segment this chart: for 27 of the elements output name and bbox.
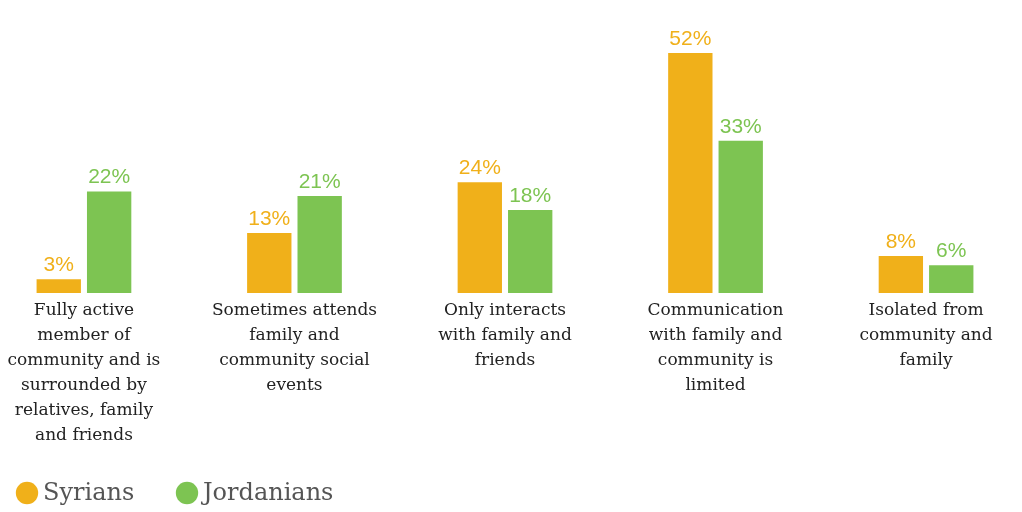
data-label: 52% <box>669 26 712 49</box>
data-label: 8% <box>885 229 917 253</box>
bar <box>36 279 81 293</box>
legend-label: Syrians <box>43 478 135 506</box>
x-tick-label: Only interacts with family and friends <box>438 298 572 369</box>
bar <box>247 233 292 293</box>
bar <box>86 191 132 293</box>
bar <box>297 196 342 293</box>
data-label: 24% <box>458 155 501 179</box>
bar <box>668 53 713 293</box>
bar <box>718 140 763 293</box>
legend-label: Jordanians <box>200 478 334 506</box>
data-label: 21% <box>298 169 341 193</box>
data-label: 13% <box>248 206 291 229</box>
data-label: 18% <box>509 182 552 206</box>
bar <box>457 182 502 293</box>
x-tick-label: Communication with family and community is limited <box>647 298 784 394</box>
data-label: 3% <box>43 252 74 276</box>
x-tick-label: Isolated from community and family <box>859 298 993 369</box>
x-tick-label: Fully active member of community and is surrounded by relatives, family and friends <box>7 298 161 444</box>
bar <box>929 265 974 293</box>
data-label: 6% <box>936 238 967 262</box>
bar <box>508 209 553 293</box>
data-label: 22% <box>88 164 131 188</box>
x-tick-label: Sometimes attends family and community social events <box>211 298 377 394</box>
bar <box>878 256 924 293</box>
data-label: 33% <box>719 113 762 137</box>
